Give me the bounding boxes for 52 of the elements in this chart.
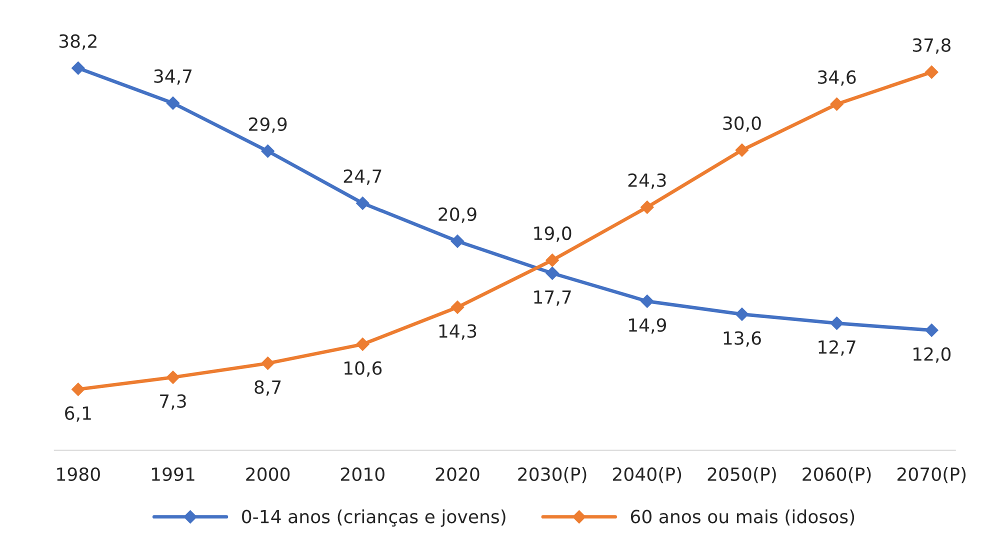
x-tick-label: 2040(P) bbox=[613, 467, 682, 484]
point bbox=[735, 144, 749, 157]
point bbox=[261, 144, 274, 158]
x-tick-label: 2060(P) bbox=[802, 467, 871, 484]
point bbox=[830, 316, 844, 330]
point bbox=[356, 196, 370, 210]
data-label: 30,0 bbox=[723, 116, 761, 132]
data-label: 14,3 bbox=[439, 324, 476, 340]
point bbox=[356, 338, 370, 351]
point bbox=[830, 98, 844, 111]
legend-label: 60 anos ou mais (idosos) bbox=[630, 509, 854, 526]
x-tick-label: 1980 bbox=[57, 467, 100, 482]
point bbox=[735, 308, 749, 321]
point bbox=[261, 356, 274, 370]
data-label: 24,7 bbox=[344, 169, 382, 185]
point bbox=[450, 234, 464, 248]
data-label: 12,0 bbox=[914, 347, 951, 363]
point bbox=[640, 294, 654, 308]
x-tick-label: 2030(P) bbox=[518, 467, 586, 484]
data-label: 34,6 bbox=[818, 70, 856, 86]
x-tick-label: 2000 bbox=[246, 467, 290, 482]
point bbox=[166, 370, 180, 384]
data-label: 6,1 bbox=[65, 406, 91, 422]
x-tick-label: 2010 bbox=[341, 467, 384, 482]
data-label: 7,3 bbox=[160, 394, 186, 410]
data-label: 38,2 bbox=[59, 34, 96, 50]
point bbox=[925, 66, 938, 79]
x-tick-label: 2070(P) bbox=[898, 467, 966, 484]
data-label: 34,7 bbox=[154, 69, 192, 85]
point bbox=[925, 324, 938, 337]
data-label: 24,3 bbox=[628, 173, 666, 189]
data-label: 12,7 bbox=[818, 340, 856, 356]
data-label: 20,9 bbox=[438, 207, 476, 223]
point bbox=[546, 254, 559, 267]
data-label: 10,6 bbox=[344, 361, 382, 377]
point bbox=[640, 200, 654, 214]
point bbox=[72, 62, 85, 75]
point bbox=[546, 266, 559, 280]
data-label: 37,8 bbox=[912, 38, 951, 54]
x-tick-label: 1991 bbox=[152, 467, 194, 482]
x-tick-label: 2050(P) bbox=[708, 467, 776, 484]
point bbox=[166, 96, 180, 110]
data-label: 13,6 bbox=[724, 331, 761, 347]
data-label: 19,0 bbox=[534, 226, 572, 242]
data-label: 29,9 bbox=[249, 117, 287, 133]
point bbox=[72, 382, 85, 396]
data-label: 14,9 bbox=[629, 318, 666, 334]
data-label: 8,7 bbox=[254, 380, 281, 396]
x-tick-label: 2020 bbox=[436, 467, 480, 482]
legend-label: 0-14 anos (crianças e jovens) bbox=[242, 509, 506, 527]
point bbox=[450, 300, 464, 314]
data-label: 17,7 bbox=[534, 290, 571, 306]
